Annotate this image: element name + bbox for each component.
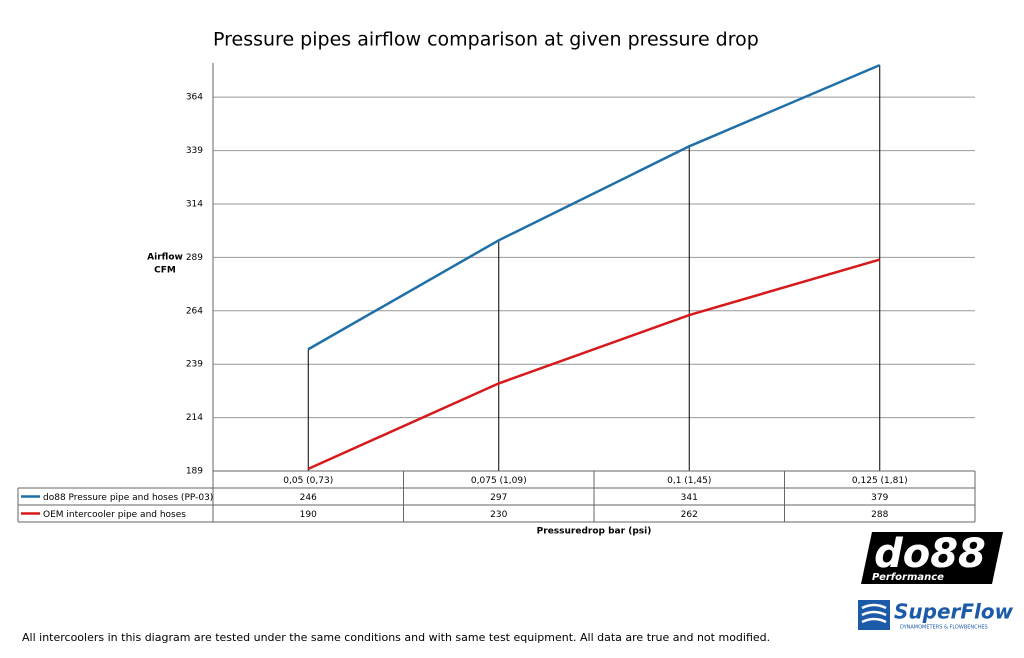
- legend-label: do88 Pressure pipe and hoses (PP-03): [43, 493, 213, 503]
- chart-title: Pressure pipes airflow comparison at giv…: [213, 29, 759, 51]
- table-value: 379: [871, 493, 888, 503]
- x-tick-label: 0,125 (1,81): [852, 476, 908, 486]
- y-tick-label: 314: [186, 199, 203, 209]
- logo-icon-waves: [861, 603, 887, 624]
- x-tick-label: 0,075 (1,09): [471, 476, 527, 486]
- logo-subtext: Performance: [872, 572, 944, 583]
- do88-logo: do88 Performance: [861, 531, 1003, 584]
- y-tick-label: 364: [186, 93, 203, 103]
- logo-subtext: DYNAMOMETERS & FLOWBENCHES: [900, 625, 988, 631]
- y-tick-label: 264: [186, 306, 203, 316]
- superflow-logo: SuperFlow DYNAMOMETERS & FLOWBENCHES: [858, 600, 1014, 631]
- table-value: 288: [871, 510, 888, 520]
- logo-text: SuperFlow: [894, 600, 1014, 624]
- y-axis-label: Airflow: [147, 253, 183, 263]
- x-axis-label: Pressuredrop bar (psi): [537, 527, 652, 537]
- table-value: 341: [681, 493, 698, 503]
- x-tick-label: 0,1 (1,45): [667, 476, 711, 486]
- y-axis-label: CFM: [154, 266, 176, 276]
- table-value: 246: [300, 493, 317, 503]
- x-tick-label: 0,05 (0,73): [283, 476, 333, 486]
- series-line: [307, 258, 881, 471]
- y-tick-label: 339: [186, 146, 203, 156]
- y-tick-label: 189: [186, 467, 203, 477]
- logo-shape: [861, 532, 1003, 584]
- table-value: 230: [490, 510, 507, 520]
- series-line: [307, 63, 881, 351]
- y-tick-label: 239: [186, 360, 203, 370]
- y-tick-label: 289: [186, 253, 203, 263]
- legend-label: OEM intercooler pipe and hoses: [43, 510, 186, 520]
- table-value: 262: [681, 510, 698, 520]
- table-value: 190: [300, 510, 317, 520]
- footnote: All intercoolers in this diagram are tes…: [22, 631, 770, 644]
- table-value: 297: [490, 493, 507, 503]
- y-tick-label: 214: [186, 413, 203, 423]
- logo-text: do88: [874, 531, 986, 577]
